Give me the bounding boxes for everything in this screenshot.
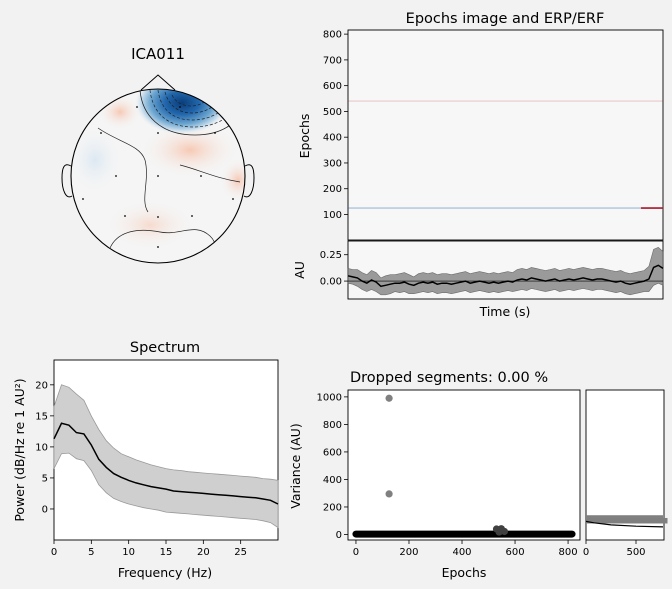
epochs-image-area: [347, 29, 664, 241]
topomap-panel: ICA011: [61, 45, 255, 264]
dropped-xtick-label: 800: [559, 547, 578, 558]
nose: [140, 74, 176, 91]
epoch-streaks: [348, 100, 663, 209]
epochs-title: Epochs image and ERP/ERF: [406, 11, 605, 27]
dropped-title: Dropped segments: 0.00 %: [350, 370, 548, 386]
dropped-xtick-label: 400: [452, 547, 471, 558]
spectrum-xtick-label: 20: [197, 547, 210, 558]
dropped-ytick-label: 800: [323, 420, 342, 431]
sensor-dot: [191, 215, 193, 217]
left-ear: [61, 164, 73, 198]
variance-outlier-point: [385, 394, 393, 402]
dropped-axes: [347, 389, 581, 541]
epochs-ytick-label: 400: [323, 133, 342, 144]
dropped-xtick-label: 600: [505, 547, 524, 558]
spectrum-ytick-label: 0: [42, 504, 48, 515]
variance-outlier-point: [385, 490, 393, 498]
spectrum-ylabel: Power (dB/Hz re 1 AU²): [12, 378, 27, 521]
dropped-ytick-label: 1000: [317, 392, 342, 403]
epoch-streak: [348, 207, 663, 209]
spectrum-xtick-label: 0: [51, 547, 57, 558]
spectrum-xlabel: Frequency (Hz): [118, 565, 212, 580]
epochs-ytick-label: 800: [323, 30, 342, 41]
right-ear: [243, 164, 255, 198]
variance-histogram-panel: 0 500: [583, 389, 668, 558]
histogram-axis-ticks: 0 500: [583, 540, 646, 558]
sensor-dot: [232, 198, 234, 200]
dropped-ytick-label: 200: [323, 502, 342, 513]
sensor-dot: [136, 106, 138, 108]
epochs-image-panel: Epochs image and ERP/ERF 100 200 300 400 500…: [297, 11, 664, 241]
histogram-xtick-label: 500: [626, 547, 645, 558]
spectrum-xtick-label: 25: [234, 547, 247, 558]
sensor-markers: [82, 106, 234, 248]
sensor-dot: [157, 246, 159, 248]
epochs-ytick-label: 300: [323, 158, 342, 169]
spectrum-trace: [53, 384, 279, 529]
dropped-segments-panel: Dropped segments: 0.00 % 0 200 400 600 800 0 2…: [288, 370, 581, 580]
head-outline: [70, 88, 246, 264]
epochs-ytick-label: 700: [323, 55, 342, 66]
topomap-title: ICA011: [131, 45, 185, 63]
spectrum-ytick-label: 5: [42, 473, 48, 484]
dropped-ytick-label: 0: [336, 530, 342, 541]
spectrum-mean-line: [53, 422, 279, 505]
dropped-axis-ticks: 0 200 400 600 800 0 200 400 600 800 1000: [317, 392, 578, 558]
sensor-dot: [115, 175, 117, 177]
sensor-dot: [200, 175, 202, 177]
epochs-ytick-label: 600: [323, 81, 342, 92]
erp-xlabel: Time (s): [479, 304, 531, 319]
sensor-dot: [157, 132, 159, 134]
dropped-xtick-label: 0: [353, 547, 359, 558]
spectrum-xtick-label: 10: [122, 547, 135, 558]
epochs-ytick-label: 200: [323, 184, 342, 195]
spectrum-title: Spectrum: [130, 340, 200, 356]
spectrum-xtick-label: 5: [88, 547, 94, 558]
dropped-ytick-label: 400: [323, 475, 342, 486]
epoch-streak: [348, 100, 663, 102]
erp-y-axis: 0.25 0.00: [320, 250, 348, 288]
epochs-ylabel: Epochs: [297, 114, 312, 159]
erp-mean-line: [347, 264, 664, 288]
histogram-xtick-label: 0: [583, 547, 589, 558]
sensor-dot: [157, 216, 159, 218]
dropped-ytick-label: 600: [323, 447, 342, 458]
erp-ytick-label: 0.25: [320, 250, 342, 261]
sensor-dot: [157, 175, 159, 177]
topomap-field: [71, 89, 245, 263]
histogram-bar: [586, 515, 663, 518]
variance-outlier-point: [495, 528, 503, 536]
sensor-dot: [82, 198, 84, 200]
sensor-dot: [124, 215, 126, 217]
spectrum-ytick-label: 15: [35, 411, 48, 422]
spectrum-xtick-label: 15: [160, 547, 173, 558]
epoch-streak: [640, 207, 663, 209]
dropped-xtick-label: 200: [399, 547, 418, 558]
epochs-y-axis: 100 200 300 400 500 600 700 800: [323, 30, 348, 221]
sensor-dot: [100, 132, 102, 134]
histogram-bars: [585, 515, 668, 528]
erp-ytick-label: 0.00: [320, 277, 342, 288]
histogram-bar: [586, 517, 668, 524]
erp-trace: [347, 246, 664, 296]
spectrum-axis-ticks: 0 5 10 15 20 25 0 5 10 15 20: [35, 380, 247, 558]
spectrum-panel: Spectrum 0 5 10 15 20 25 0 5 10 15 20 Frequency (H…: [12, 340, 279, 580]
spectrum-ytick-label: 10: [35, 442, 48, 453]
histogram-axes: [585, 389, 665, 541]
dropped-xlabel: Epochs: [442, 565, 487, 580]
epochs-ytick-label: 500: [323, 107, 342, 118]
histogram-density-line: [585, 520, 664, 528]
dropped-ylabel: Variance (AU): [288, 423, 303, 508]
variance-scatter: [352, 394, 576, 538]
variance-outlier-point: [500, 527, 509, 536]
epochs-ytick-label: 100: [323, 210, 342, 221]
sensor-dot: [214, 132, 216, 134]
spectrum-ytick-label: 20: [35, 380, 48, 391]
sensor-dot: [179, 106, 181, 108]
erp-panel: 0.25 0.00 AU Time (s): [292, 240, 664, 319]
spectrum-band: [53, 384, 279, 529]
erp-ylabel: AU: [292, 261, 307, 279]
